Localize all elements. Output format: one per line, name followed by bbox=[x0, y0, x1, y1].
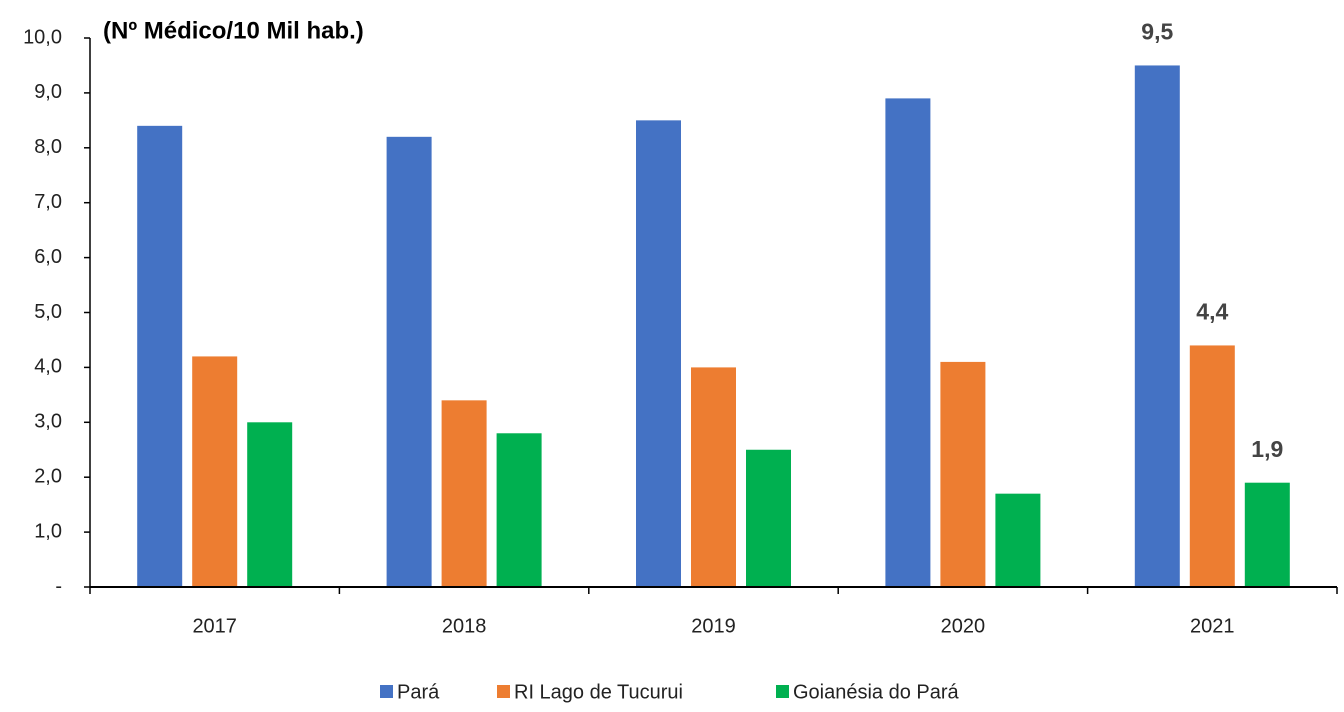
bar bbox=[496, 433, 542, 587]
bar bbox=[192, 356, 238, 587]
bar bbox=[441, 400, 487, 587]
bar bbox=[386, 136, 432, 587]
x-tick-label: 2021 bbox=[1190, 615, 1235, 637]
bar bbox=[247, 422, 293, 587]
legend-swatch bbox=[776, 685, 789, 698]
legend-label: Goianésia do Pará bbox=[793, 681, 960, 703]
y-tick-label: 7,0 bbox=[34, 191, 62, 213]
y-tick-label: 6,0 bbox=[34, 246, 62, 268]
y-tick-label: 8,0 bbox=[34, 136, 62, 158]
y-tick-label: 2,0 bbox=[34, 465, 62, 487]
legend-label: RI Lago de Tucurui bbox=[514, 681, 683, 703]
x-tick-label: 2018 bbox=[442, 615, 487, 637]
x-tick-label: 2020 bbox=[941, 615, 986, 637]
bar bbox=[746, 449, 791, 587]
bar bbox=[636, 120, 681, 587]
data-label: 1,9 bbox=[1251, 436, 1283, 462]
y-tick-label: - bbox=[55, 575, 62, 597]
x-tick-label: 2017 bbox=[192, 615, 237, 637]
y-tick-label: 1,0 bbox=[34, 520, 62, 542]
x-tick-label: 2019 bbox=[691, 615, 736, 637]
y-tick-label: 3,0 bbox=[34, 411, 62, 433]
legend-swatch bbox=[380, 685, 393, 698]
data-label: 9,5 bbox=[1141, 19, 1173, 45]
bar bbox=[1134, 65, 1180, 587]
chart-title: (Nº Médico/10 Mil hab.) bbox=[103, 17, 364, 44]
data-label: 4,4 bbox=[1196, 299, 1228, 325]
y-tick-label: 10,0 bbox=[23, 26, 62, 48]
bar bbox=[885, 98, 931, 587]
bar bbox=[691, 367, 736, 587]
bar bbox=[995, 493, 1041, 587]
legend-swatch bbox=[497, 685, 510, 698]
bar bbox=[1189, 345, 1235, 587]
y-tick-label: 5,0 bbox=[34, 301, 62, 323]
y-tick-label: 4,0 bbox=[34, 356, 62, 378]
y-tick-label: 9,0 bbox=[34, 81, 62, 103]
bar bbox=[137, 125, 183, 587]
legend-label: Pará bbox=[397, 681, 440, 703]
bar bbox=[940, 361, 986, 587]
bar bbox=[1244, 482, 1290, 587]
